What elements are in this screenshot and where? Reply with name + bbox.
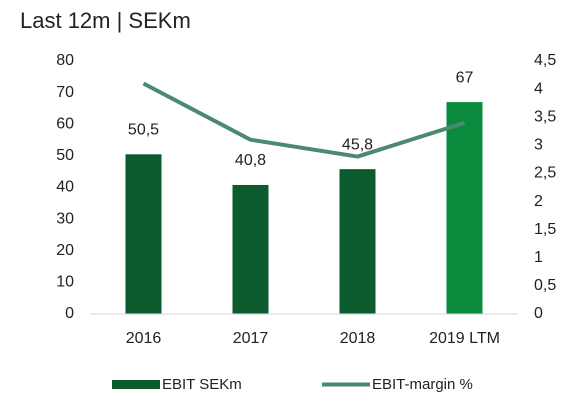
x-tick-label: 2018 [340, 330, 376, 347]
data-label: 45,8 [342, 136, 373, 153]
legend-label: EBIT-margin % [372, 376, 473, 393]
y-tick-label: 1 [534, 249, 543, 266]
y-tick-label: 4,5 [534, 52, 556, 69]
y-tick-label: 50 [56, 147, 74, 164]
y-tick-label: 0 [534, 305, 543, 322]
legend-swatch [112, 380, 160, 389]
y-tick-label: 2 [534, 193, 543, 210]
y-tick-label: 0,5 [534, 277, 556, 294]
y-tick-label: 30 [56, 210, 74, 227]
y-tick-label: 0 [65, 305, 74, 322]
y-tick-label: 80 [56, 52, 74, 69]
bar [339, 169, 376, 314]
x-tick-label: 2019 LTM [429, 330, 500, 347]
y-tick-label: 1,5 [534, 221, 556, 238]
x-tick-label: 2016 [126, 330, 162, 347]
data-label: 50,5 [128, 122, 159, 139]
y-tick-label: 2,5 [534, 165, 556, 182]
y-tick-label: 70 [56, 84, 74, 101]
y-tick-label: 10 [56, 274, 74, 291]
y-tick-label: 3 [534, 137, 543, 154]
bar [125, 154, 162, 314]
bar [446, 102, 483, 314]
y-tick-label: 20 [56, 242, 74, 259]
y-tick-label: 60 [56, 115, 74, 132]
data-label: 40,8 [235, 152, 266, 169]
legend-label: EBIT SEKm [162, 376, 242, 393]
data-label: 67 [456, 69, 474, 86]
chart-title: Last 12m | SEKm [20, 8, 191, 33]
y-tick-label: 3,5 [534, 108, 556, 125]
line [142, 81, 466, 159]
y-tick-label: 40 [56, 179, 74, 196]
bar [232, 184, 269, 314]
y-tick-label: 4 [534, 80, 543, 97]
x-tick-label: 2017 [233, 330, 269, 347]
